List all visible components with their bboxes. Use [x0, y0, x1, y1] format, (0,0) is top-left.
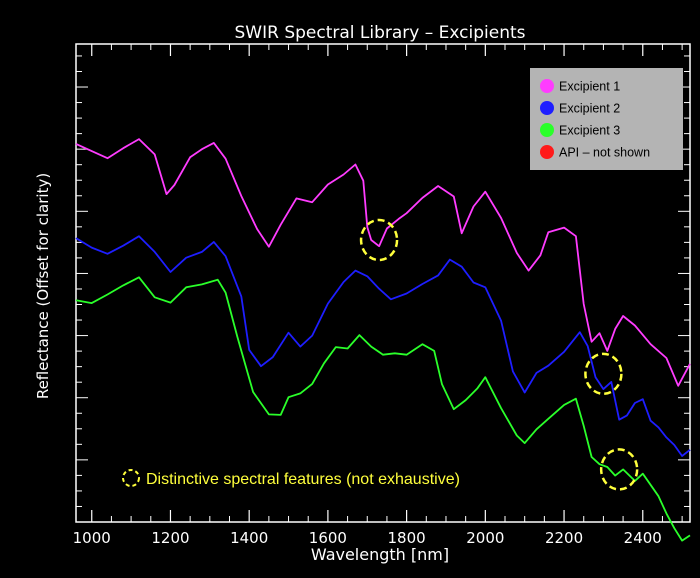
series-line-excipient-2 — [75, 235, 691, 457]
legend-label: Excipient 2 — [559, 102, 620, 116]
x-tick-label: 2400 — [624, 529, 662, 547]
series-line-excipient-3 — [75, 276, 691, 542]
y-axis-label: Reflectance (Offset for clarity) — [34, 173, 52, 399]
legend-label: Excipient 3 — [559, 124, 620, 138]
note-circle-icon — [122, 469, 140, 487]
feature-circle-3 — [599, 448, 639, 491]
x-tick-label: 2000 — [466, 529, 504, 547]
legend-marker-icon — [540, 123, 554, 137]
annotation-note: Distinctive spectral features (not exhau… — [122, 469, 460, 488]
x-tick-label: 1600 — [309, 529, 347, 547]
legend-marker-icon — [540, 145, 554, 159]
legend-box — [530, 68, 683, 170]
feature-circle-2 — [584, 352, 623, 396]
note-text: Distinctive spectral features (not exhau… — [146, 471, 460, 488]
legend-marker-icon — [540, 79, 554, 93]
feature-circle-1 — [359, 218, 399, 262]
legend-marker-icon — [540, 101, 554, 115]
chart-title: SWIR Spectral Library – Excipients — [234, 23, 525, 43]
x-tick-label: 1200 — [151, 529, 189, 547]
x-tick-label: 1000 — [73, 529, 111, 547]
x-tick-label: 2200 — [545, 529, 583, 547]
legend: Excipient 1 Excipient 2 Excipient 3 API – n… — [530, 68, 683, 170]
legend-label: Excipient 1 — [559, 80, 620, 94]
legend-label: API – not shown — [559, 146, 650, 160]
x-tick-label: 1800 — [388, 529, 426, 547]
series-line-excipient-1 — [75, 138, 691, 387]
x-axis-label: Wavelength [nm] — [311, 545, 449, 564]
x-tick-label: 1400 — [230, 529, 268, 547]
plot-frame — [75, 43, 691, 523]
